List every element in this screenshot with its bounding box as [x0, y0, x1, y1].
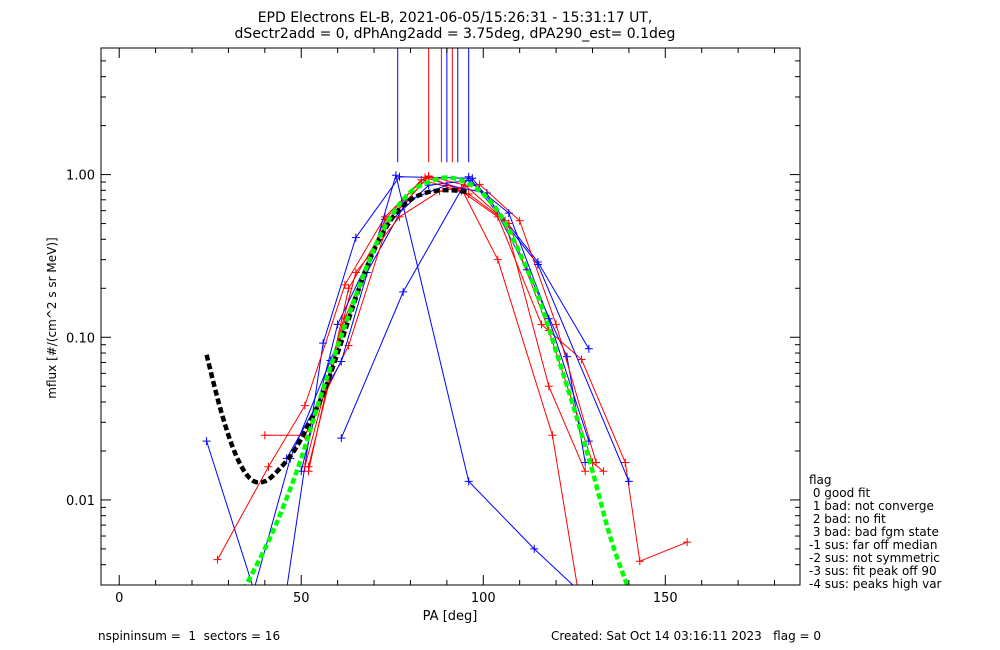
series-1-point-2: [300, 401, 309, 410]
series-6-point-4: [530, 544, 539, 553]
series-9-point-3: [424, 172, 433, 181]
series-1-point-3: [340, 280, 349, 289]
x-tick-label-0: 0: [115, 591, 123, 606]
footer-right: Created: Sat Oct 14 03:16:11 2023 flag =…: [551, 629, 821, 643]
series-1-point-1: [264, 462, 273, 471]
series-2-line: [254, 184, 586, 585]
plot-frame: [100, 47, 801, 586]
series-1-point-7: [493, 255, 502, 264]
series-1-point-0: [213, 555, 222, 564]
legend-item-4: -1 sus: far off median: [809, 538, 937, 552]
series-7-point-4: [475, 180, 484, 189]
data-layer: [202, 48, 692, 618]
x-tick-label-150: 150: [653, 591, 678, 606]
fit-curve-1: [243, 175, 630, 585]
legend-heading: flag: [809, 473, 832, 487]
series-8-point-5: [504, 209, 513, 218]
series-6-line: [286, 173, 574, 585]
series-2-point-8: [563, 352, 571, 361]
series-8-line: [300, 179, 590, 472]
series-5-point-7: [544, 382, 553, 391]
series-3-point-10: [683, 538, 692, 547]
x-axis-label: PA [deg]: [423, 609, 478, 624]
series-3-point-8: [621, 458, 630, 467]
series-0-point-1: [250, 586, 258, 594]
legend: flag 0 good fit 1 bad: not converge 2 ba…: [809, 473, 942, 591]
y-axis-label: mflux [#/(cm^2 s sr MeV)]: [45, 237, 59, 398]
series-3-point-6: [537, 320, 546, 329]
series-5-point-0: [260, 431, 269, 440]
series-5-line: [264, 175, 586, 472]
legend-item-2: 2 bad: no fit: [809, 512, 886, 526]
plot-area: [202, 48, 692, 618]
legend-item-3: 3 bad: bad fgm state: [809, 525, 939, 539]
series-4-line: [340, 175, 630, 482]
series-0-point-2: [279, 610, 287, 618]
series-0-point-8: [584, 344, 593, 353]
chart-title: EPD Electrons EL-B, 2021-06-05/15:26:31 …: [258, 10, 653, 26]
y-tick-label-2: 1.00: [66, 169, 95, 184]
legend-item-1: 1 bad: not converge: [809, 499, 934, 513]
series-2-point-0: [250, 586, 258, 594]
series-1-line: [217, 176, 578, 585]
y-tick-label-1: 0.10: [66, 331, 95, 346]
series-0-point-5: [395, 172, 404, 181]
series-6-point-1: [337, 357, 346, 366]
series-0-point-4: [351, 233, 360, 242]
series-1-point-8: [548, 431, 557, 440]
chart-subtitle: dSectr2add = 0, dPhAng2add = 3.75deg, dP…: [235, 26, 676, 42]
y-tick-label-0: 0.01: [66, 494, 95, 509]
series-0-point-0: [202, 437, 211, 446]
series-7-point-2: [395, 212, 404, 221]
series-9-point-1: [344, 284, 353, 293]
series-8-point-7: [584, 437, 593, 446]
series-3-line: [308, 179, 688, 562]
series-3-point-9: [635, 557, 644, 566]
legend-item-6: -3 sus: fit peak off 90: [809, 564, 937, 578]
legend-item-7: -4 sus: peaks high var: [809, 577, 942, 591]
footer-left: nspininsum = 1 sectors = 16: [98, 629, 280, 643]
x-tick-label-100: 100: [471, 591, 496, 606]
series-4-point-0: [337, 434, 346, 443]
series-3-point-7: [577, 355, 586, 364]
series-7-point-6: [552, 320, 561, 329]
legend-item-0: 0 good fit: [809, 486, 871, 500]
axes: 0 50 100 150 0.01 0.10 1.00: [66, 47, 801, 606]
x-tick-label-50: 50: [293, 591, 310, 606]
series-5-point-8: [581, 467, 590, 476]
series-4-point-1: [399, 287, 408, 296]
series-6-point-3: [464, 477, 473, 486]
series-9-point-0: [304, 467, 313, 476]
series-4-point-4: [624, 477, 633, 486]
series-3-point-3: [417, 175, 426, 184]
series-7-point-5: [515, 216, 524, 225]
series-6-point-2: [391, 171, 400, 180]
legend-item-5: -2 sus: not symmetric: [809, 551, 940, 565]
series-9-point-8: [599, 467, 608, 476]
